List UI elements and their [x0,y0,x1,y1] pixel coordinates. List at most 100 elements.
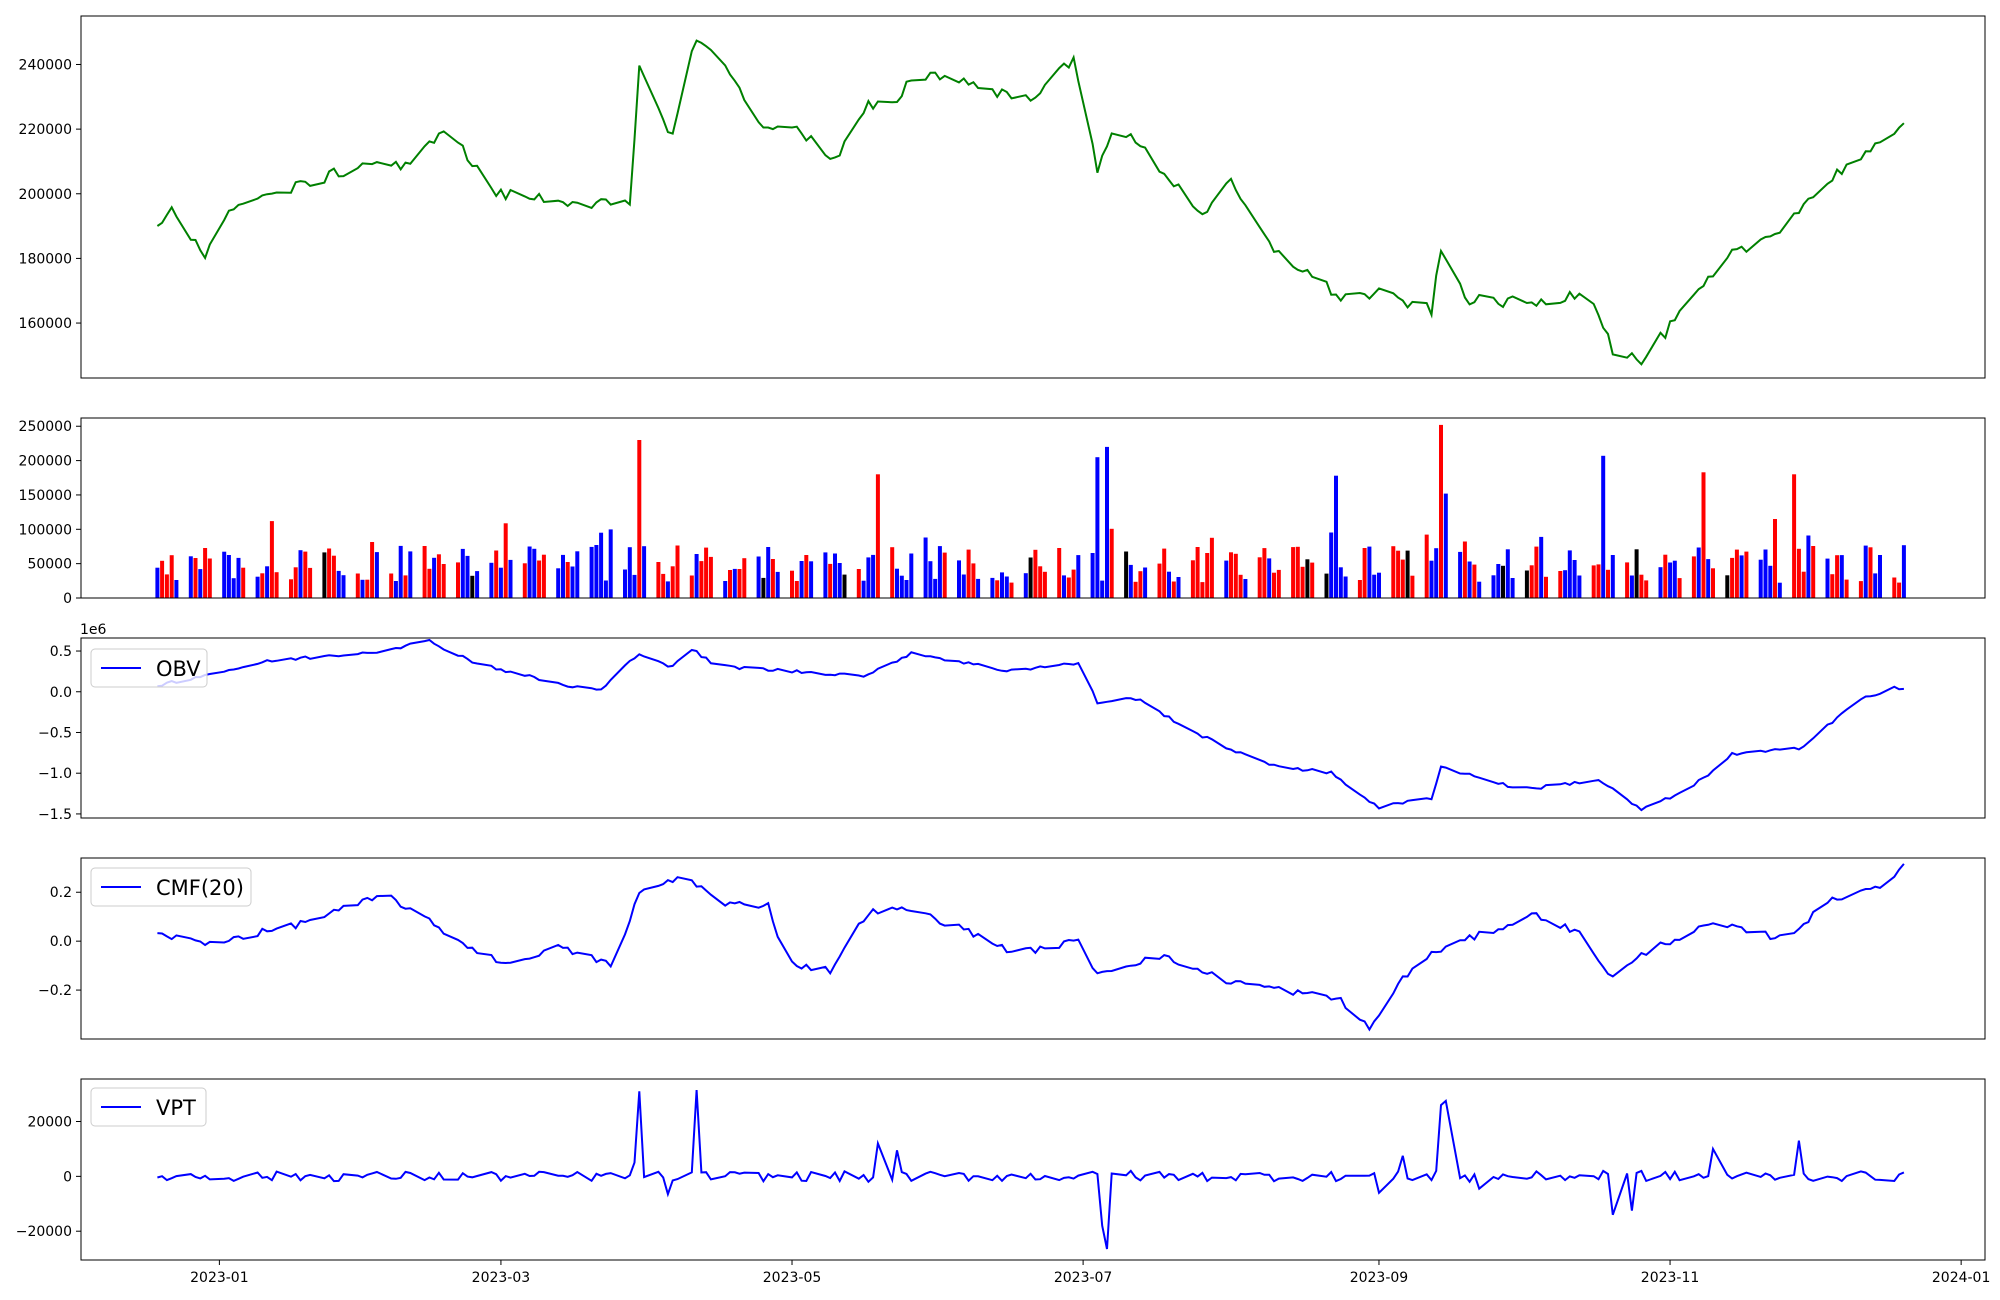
volume-bar [971,563,976,598]
volume-bar [1529,565,1534,598]
volume-bar [1629,575,1634,598]
volume-bar [427,568,432,598]
vpt-axes-frame [80,1078,1986,1261]
volume-bar [236,557,241,598]
volume-bar [990,577,995,598]
obv-axes-frame [80,637,1986,819]
volume-bar [293,567,298,598]
volume-bar [460,548,465,598]
volume-bar [198,569,203,598]
volume-bar [470,575,475,598]
volume-bar [1644,580,1649,598]
volume-bar [465,555,470,598]
volume-bar [222,551,227,598]
volume-bar [207,558,212,598]
volume-bar [1801,571,1806,598]
volume-bar [522,563,527,598]
volume-bar [360,579,365,598]
volume-bar [732,568,737,598]
volume-bar [1362,548,1367,598]
volume-bar [241,567,246,598]
volume-bar [1806,535,1811,598]
volume-bar [1195,547,1200,598]
x-tick-label: 2023-05 [763,1270,822,1286]
cmf-panel: −0.2 0.0 0.2 CMF(20) [38,857,1986,1040]
obv-y-axis: −1.5 −1.0 −0.5 0.0 0.5 [38,644,81,823]
volume-bar [1835,555,1840,598]
volume-bar [1796,548,1801,598]
volume-bar [856,569,861,598]
vpt-y-axis: −20000 0 20000 [16,1115,81,1240]
volume-bar [1100,580,1105,598]
volume-bar [742,558,747,598]
volume-bar [1544,576,1548,598]
volume-bar [866,557,871,598]
volume-bar [1496,564,1501,598]
volume-bar [164,574,169,598]
volume-bar [1004,576,1009,598]
volume-bar [561,554,565,598]
volume-bar [389,573,394,598]
volume-bar [1105,446,1109,598]
obv-legend-box [90,648,208,688]
vpt-legend-box [90,1087,207,1127]
obv-line-group [157,638,1904,812]
volume-bar [1424,534,1429,598]
volume-bar [723,581,728,598]
volume-bar [1066,577,1071,598]
obv-y-tick-label: −1.0 [38,766,72,782]
volume-bar [761,577,766,598]
volume-bar [1023,573,1028,598]
volume-bar [1868,547,1873,598]
volume-bar [1663,554,1668,598]
volume-y-tick-label: 250000 [19,419,72,435]
volume-bar [599,532,604,598]
volume-bar [1343,576,1348,598]
volume-bar [541,554,546,598]
obv-line [157,638,1904,812]
volume-bar [188,556,193,598]
x-tick-label: 2023-01 [190,1270,249,1286]
volume-bar [1558,571,1563,598]
volume-bar [1190,560,1195,598]
volume-bar [961,574,966,598]
volume-bar [308,567,313,598]
obv-y-tick-label: −0.5 [38,725,72,741]
volume-bar [1539,536,1544,598]
volume-bar [756,556,761,598]
volume-bar [1400,559,1405,598]
volume-bar [1062,575,1066,598]
volume-bar [1357,580,1362,598]
volume-bar [923,537,928,598]
price-y-axis: 160000 180000 200000 220000 240000 [19,57,81,332]
price-line-group [156,39,1905,366]
volume-bar [1739,555,1744,598]
obv-y-tick-label: 0.5 [50,644,72,660]
volume-bar [160,560,165,598]
volume-bar [289,579,293,598]
volume-bar [608,529,613,598]
volume-bar [809,561,814,598]
volume-bar [904,580,909,598]
volume-bar [1567,550,1572,598]
volume-bar [1892,577,1897,598]
volume-bar [1071,569,1076,598]
volume-bar [1691,556,1696,598]
volume-bar [336,570,341,598]
volume-bar [1839,555,1844,598]
volume-bar [1510,578,1515,598]
volume-bar [661,573,666,598]
volume-bar [226,555,231,598]
volume-bar [1634,549,1639,598]
volume-bar [1501,565,1505,598]
volume-bar [398,545,403,598]
obv-panel: −1.5 −1.0 −0.5 0.0 0.5 1e6 OBV [38,622,1986,823]
volume-bar [169,555,174,598]
x-tick-label: 2023-07 [1054,1270,1113,1286]
volume-bar [193,558,198,598]
volume-bar [1042,571,1047,598]
volume-bar [775,571,780,598]
volume-bar [565,562,570,598]
volume-bar [436,554,441,598]
price-panel: 160000 180000 200000 220000 240000 [19,15,1986,379]
